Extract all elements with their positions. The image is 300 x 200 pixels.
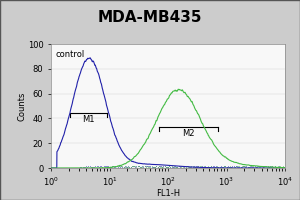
Text: M2: M2 [182, 129, 195, 138]
Text: MDA-MB435: MDA-MB435 [98, 10, 202, 25]
X-axis label: FL1-H: FL1-H [156, 189, 180, 198]
Y-axis label: Counts: Counts [17, 91, 26, 121]
Text: control: control [56, 50, 85, 59]
Text: M1: M1 [82, 115, 94, 124]
